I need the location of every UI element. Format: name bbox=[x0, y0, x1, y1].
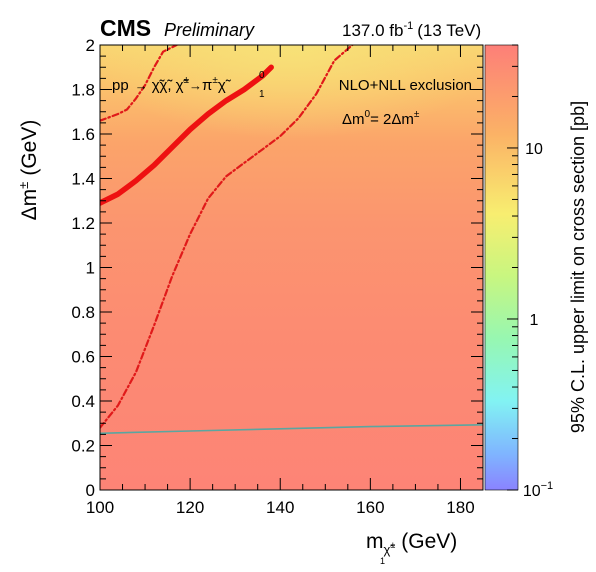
expected-contour-1 bbox=[100, 45, 178, 122]
relation-supb: ± bbox=[414, 109, 420, 120]
process-pi-sup: ± bbox=[212, 75, 218, 86]
y-axis-dm: Δm bbox=[18, 189, 41, 221]
process-chi-pm-sup: ± bbox=[183, 75, 189, 86]
observed-contour-1 bbox=[100, 64, 274, 206]
y-tick-label: 1 bbox=[86, 259, 95, 278]
series-layer bbox=[100, 45, 483, 435]
x-axis-title: mχ̃± (GeV) bbox=[366, 530, 457, 557]
process-chi0-sub: 1 bbox=[259, 89, 265, 100]
energy-value: (13 TeV) bbox=[417, 21, 481, 40]
x-tick-label: 100 bbox=[86, 498, 114, 517]
x-axis-sub-chi: χ̃ bbox=[384, 542, 396, 557]
y-tick-label: 0 bbox=[86, 481, 95, 500]
y-tick-label: 1.6 bbox=[71, 125, 95, 144]
process-pi: π bbox=[202, 77, 212, 94]
process-arrow2: → bbox=[189, 78, 202, 93]
process-arrow: → bbox=[135, 78, 148, 93]
z-tick-label: 1 bbox=[530, 312, 539, 329]
relation-b: = 2Δm bbox=[370, 111, 414, 128]
x-axis-unit: (GeV) bbox=[401, 530, 457, 553]
y-tick-label: 0.6 bbox=[71, 348, 95, 367]
x-tick-label: 120 bbox=[176, 498, 204, 517]
x-ticks: 100 120 140 160 180 bbox=[86, 45, 484, 517]
y-axis-unit: (GeV) bbox=[18, 120, 41, 176]
lumi-exponent: -1 bbox=[403, 20, 413, 32]
relation-label: Δm0= 2Δm± bbox=[342, 109, 420, 128]
cms-label: CMS bbox=[100, 15, 151, 41]
y-tick-label: 1.2 bbox=[71, 214, 95, 233]
x-axis-sub-1: 1 bbox=[380, 556, 385, 566]
relation-sup0: 0 bbox=[365, 109, 371, 120]
x-tick-label: 180 bbox=[446, 498, 474, 517]
x-axis-m: m bbox=[366, 530, 384, 553]
z-tick-label: 10−1 bbox=[523, 480, 553, 500]
heatmap-area bbox=[100, 45, 483, 490]
process-chi-pair: χ̃χ̃, bbox=[152, 77, 174, 94]
lumi-value: 137.0 fb bbox=[342, 21, 403, 40]
y-axis-sup: ± bbox=[16, 182, 31, 189]
z-tick-label: 10 bbox=[525, 141, 543, 158]
y-tick-label: 0.8 bbox=[71, 303, 95, 322]
heatmap-glow bbox=[100, 45, 483, 215]
y-tick-label: 0.4 bbox=[71, 392, 95, 411]
y-axis-title: Δm± (GeV) bbox=[16, 120, 41, 221]
y-tick-label: 1.4 bbox=[71, 170, 95, 189]
y-tick-label: 1.8 bbox=[71, 81, 95, 100]
x-axis-sub-pm: ± bbox=[390, 540, 395, 550]
x-tick-label: 140 bbox=[266, 498, 294, 517]
process-label: pp → χ̃χ̃, χ̃±→π±χ̃ bbox=[112, 75, 232, 94]
exclusion-label: NLO+NLL exclusion bbox=[339, 77, 472, 94]
preliminary-label: Preliminary bbox=[164, 20, 255, 40]
relation-a: Δm bbox=[342, 111, 365, 128]
lower-contour-1 bbox=[100, 424, 483, 435]
x-tick-label: 160 bbox=[356, 498, 384, 517]
process-chi0-sup: 0 bbox=[259, 70, 265, 81]
y-tick-label: 2 bbox=[86, 36, 95, 55]
z-axis-title: 95% C.L. upper limit on cross section [p… bbox=[568, 101, 588, 433]
lumi-label: 137.0 fb-1 (13 TeV) bbox=[342, 20, 481, 40]
y-tick-label: 0.2 bbox=[71, 437, 95, 456]
expected-contour-2 bbox=[100, 45, 354, 429]
z-ticks: 10 1 10−1 bbox=[507, 44, 553, 500]
process-pp: pp bbox=[112, 77, 129, 94]
y-ticks: 0 0.2 0.4 0.6 0.8 1 1.2 1.4 1.6 1.8 2 bbox=[71, 36, 483, 500]
